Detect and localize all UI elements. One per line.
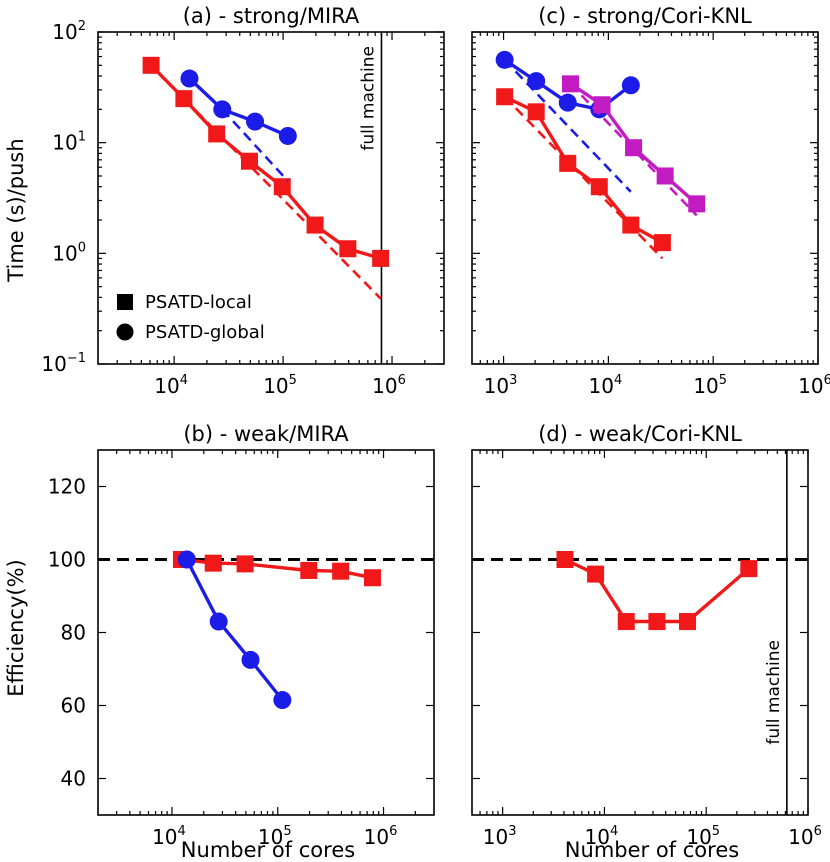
data-point-square bbox=[339, 240, 357, 258]
data-point-square bbox=[559, 154, 577, 172]
x-tick-label: 104 bbox=[589, 373, 623, 398]
data-point-circle bbox=[278, 126, 297, 145]
y-tick-label: 80 bbox=[61, 621, 86, 645]
data-point-square bbox=[653, 234, 671, 252]
y-axis-label-top: Time (s)/push bbox=[4, 138, 28, 282]
axes-frame bbox=[97, 449, 435, 816]
y-tick-label: 100 bbox=[48, 548, 86, 572]
data-point-square bbox=[679, 613, 697, 631]
data-point-square bbox=[688, 195, 706, 213]
series-line-red-fit bbox=[503, 95, 664, 260]
axes-frame bbox=[471, 31, 819, 365]
panel-title: (c) - strong/Cori-KNL bbox=[538, 4, 752, 28]
data-point-circle bbox=[209, 612, 228, 631]
data-point-square bbox=[587, 565, 605, 583]
data-point-square bbox=[527, 103, 545, 121]
panel-c: (c) - strong/Cori-KNL 103 104 105 106 bbox=[471, 4, 830, 398]
panel-title: (b) - weak/MIRA bbox=[183, 422, 349, 446]
y-tick-label: 10−1 bbox=[41, 351, 86, 376]
legend-label: PSATD-global bbox=[145, 322, 265, 343]
data-point-circle bbox=[180, 69, 199, 88]
data-point-square bbox=[208, 125, 226, 143]
y-tick-label: 100 bbox=[52, 240, 86, 265]
data-point-circle bbox=[273, 691, 292, 710]
data-point-square bbox=[656, 167, 674, 185]
data-point-circle bbox=[527, 72, 546, 91]
data-point-circle bbox=[241, 650, 260, 669]
data-point-square bbox=[236, 555, 254, 573]
data-point-square bbox=[332, 562, 350, 580]
x-tick-label: 106 bbox=[364, 824, 398, 849]
x-tick-label: 104 bbox=[154, 373, 188, 398]
x-axis-label-right: Number of cores bbox=[565, 838, 739, 862]
series-line-blue bbox=[188, 77, 289, 138]
series-line-blue-fit bbox=[503, 59, 632, 193]
panel-a: (a) - strong/MIRA 104 105 106 10−1 100 101 102 f… bbox=[41, 4, 445, 398]
data-point-circle bbox=[621, 76, 640, 95]
full-machine-label: full machine bbox=[764, 640, 784, 745]
panel-title: (a) - strong/MIRA bbox=[183, 4, 360, 28]
x-tick-label: 103 bbox=[483, 824, 517, 849]
legend-square-icon bbox=[117, 294, 133, 310]
data-point-square bbox=[363, 569, 381, 587]
series-line-blue bbox=[185, 558, 284, 702]
data-point-square bbox=[593, 96, 611, 114]
y-tick-label: 101 bbox=[52, 130, 86, 155]
series-line-magenta-fit bbox=[569, 82, 698, 217]
data-point-circle bbox=[246, 112, 265, 131]
legend-circle-icon bbox=[116, 323, 134, 341]
data-point-square bbox=[273, 178, 291, 196]
panels: (a) - strong/MIRA 104 105 106 10−1 100 101 102 f… bbox=[41, 4, 830, 849]
axes-frame bbox=[97, 31, 445, 365]
y-tick-label: 40 bbox=[61, 767, 86, 791]
y-tick-label: 120 bbox=[48, 475, 86, 499]
legend-label: PSATD-local bbox=[145, 292, 252, 313]
x-tick-label: 106 bbox=[798, 373, 830, 398]
data-point-square bbox=[556, 551, 574, 568]
data-point-square bbox=[648, 613, 666, 631]
x-tick-label: 105 bbox=[263, 373, 297, 398]
x-tick-label: 105 bbox=[693, 373, 727, 398]
y-axis-label-bottom: Efficiency(%) bbox=[4, 559, 28, 697]
y-tick-label: 102 bbox=[52, 19, 86, 44]
series-line-red-fit bbox=[150, 64, 382, 300]
x-tick-label: 106 bbox=[372, 373, 406, 398]
y-tick-label: 60 bbox=[61, 694, 86, 718]
x-tick-label: 106 bbox=[788, 824, 822, 849]
x-tick-label: 103 bbox=[484, 373, 518, 398]
data-point-square bbox=[240, 152, 258, 170]
panel-title: (d) - weak/Cori-KNL bbox=[538, 422, 742, 446]
data-point-circle bbox=[558, 93, 577, 112]
axes-frame bbox=[471, 449, 809, 816]
data-point-square bbox=[300, 561, 318, 579]
data-point-square bbox=[204, 554, 222, 572]
legend: PSATD-local PSATD-global bbox=[116, 292, 265, 343]
x-axis-label-left: Number of cores bbox=[181, 838, 355, 862]
data-point-square bbox=[372, 249, 390, 267]
data-point-circle bbox=[177, 550, 196, 569]
series-line-blue-fit bbox=[221, 108, 289, 182]
full-machine-label: full machine bbox=[358, 46, 378, 151]
data-point-square bbox=[617, 613, 635, 631]
data-point-square bbox=[740, 560, 758, 578]
